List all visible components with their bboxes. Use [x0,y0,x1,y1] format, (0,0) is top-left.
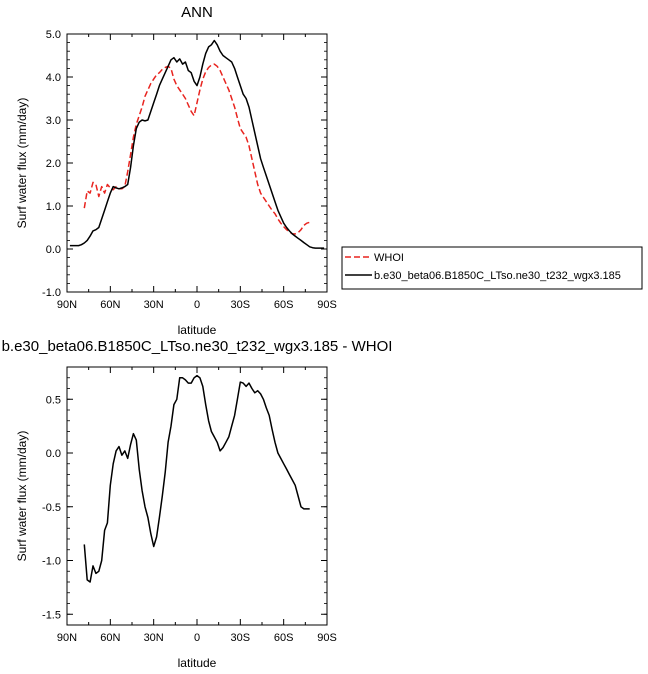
panel-top: ANN latitude Surf water flux (mm/day) 90… [15,4,337,337]
y-tick-label-top: -1.0 [42,287,61,299]
y-tick-label-top: 1.0 [46,201,61,213]
y-tick-label-bottom: -0.5 [42,502,61,514]
x-tick-label-top: 30N [144,299,164,311]
chart-title-top: ANN [181,4,213,21]
legend-box [341,246,643,290]
x-tick-label-bottom: 30N [144,632,164,644]
x-tick-label-bottom: 60S [274,632,294,644]
y-tick-label-bottom: 0.0 [46,448,61,460]
plot-frame-top [66,33,328,293]
series-line-bottom-0 [83,374,310,583]
series-line-top-whoi [83,63,310,235]
panel-bottom: b.e30_beta06.B1850C_LTso.ne30_t232_wgx3.… [2,338,393,670]
x-tick-label-bottom: 90N [57,632,77,644]
x-tick-label-top: 90S [317,299,337,311]
y-tick-label-bottom: -1.5 [42,609,61,621]
legend: WHOI b.e30_beta06.B1850C_LTso.ne30_t232_… [341,246,643,290]
y-tick-label-top: 4.0 [46,72,61,84]
y-tick-label-bottom: 0.5 [46,394,61,406]
y-axis-label-bottom: Surf water flux (mm/day) [15,431,29,562]
x-tick-label-top: 0 [194,299,200,311]
x-axis-label-top: latitude [178,323,217,337]
y-tick-label-top: 3.0 [46,115,61,127]
x-tick-label-top: 90N [57,299,77,311]
y-tick-label-top: 0.0 [46,244,61,256]
plot-frame-bottom [66,366,328,626]
chart-title-bottom: b.e30_beta06.B1850C_LTso.ne30_t232_wgx3.… [2,338,393,355]
y-tick-label-bottom: -1.0 [42,556,61,568]
legend-label-model: b.e30_beta06.B1850C_LTso.ne30_t232_wgx3.… [374,270,621,282]
x-tick-label-bottom: 0 [194,632,200,644]
y-tick-label-top: 2.0 [46,158,61,170]
legend-label-whoi: WHOI [374,252,404,264]
x-tick-label-bottom: 60N [100,632,120,644]
y-tick-label-top: 5.0 [46,29,61,41]
series-line-top-b-e30-beta06-b1850c-ltso-ne30-t232-wgx3-185 [69,39,325,249]
y-axis-label-top: Surf water flux (mm/day) [15,98,29,229]
x-tick-label-bottom: 30S [231,632,251,644]
x-axis-label-bottom: latitude [178,656,217,670]
x-tick-label-top: 60N [100,299,120,311]
x-tick-label-top: 60S [274,299,294,311]
x-tick-label-top: 30S [231,299,251,311]
x-tick-label-bottom: 90S [317,632,337,644]
